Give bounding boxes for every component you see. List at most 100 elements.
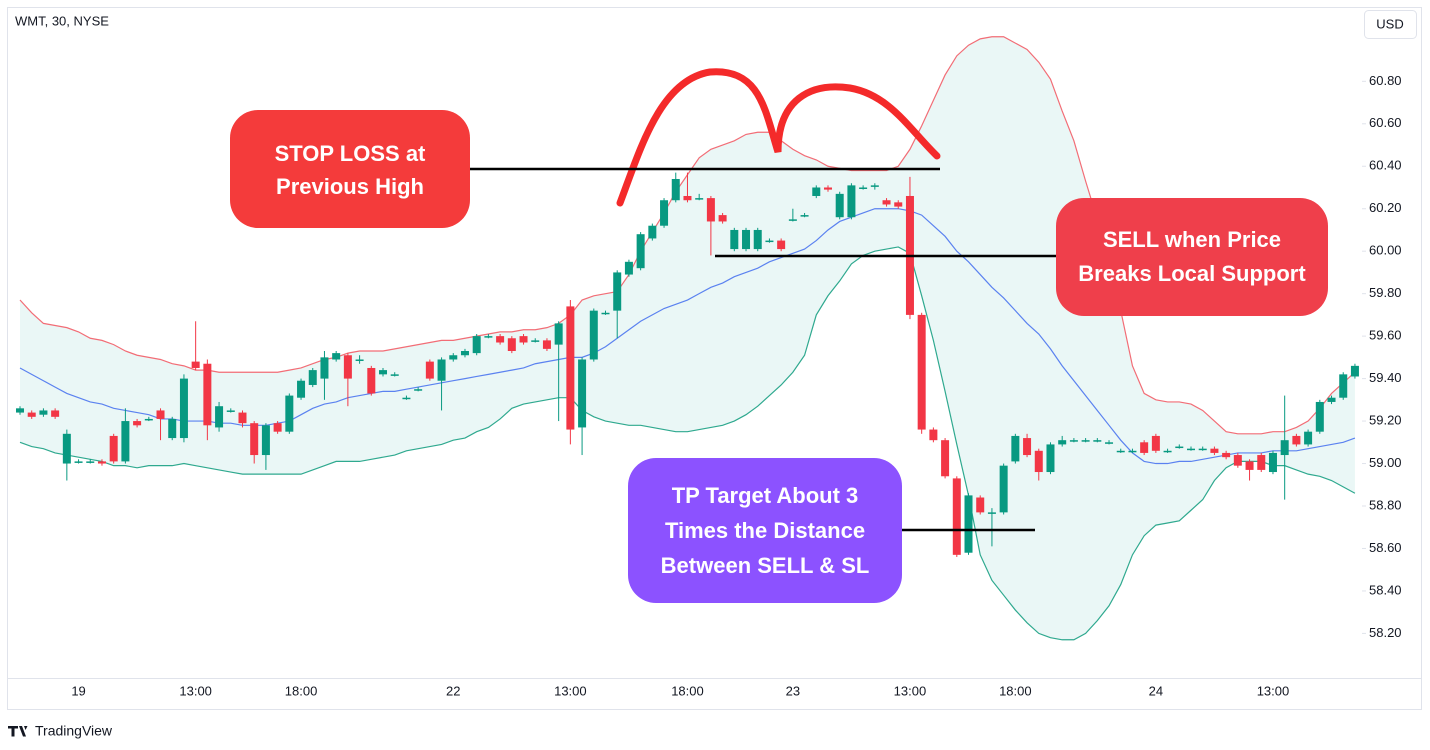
candle-body <box>542 340 551 349</box>
lower-band-line <box>19 246 1356 641</box>
candle-body <box>695 198 704 200</box>
candle-body <box>730 229 739 250</box>
annotation-text: STOP LOSS at <box>275 141 426 166</box>
y-tick-label: 59.80 <box>1369 285 1402 300</box>
candle-body <box>660 200 669 226</box>
candle-body <box>1245 461 1254 470</box>
candle-body <box>964 495 973 553</box>
candle-body <box>460 350 469 356</box>
candle-body <box>882 200 891 205</box>
candle-body <box>1222 452 1231 458</box>
candle-body <box>835 193 844 218</box>
y-tick-label: 58.20 <box>1369 625 1402 640</box>
candle-body <box>1257 455 1266 470</box>
annotation-text: SELL when Price <box>1103 227 1281 252</box>
annotation-text: TP Target About 3 <box>672 483 859 508</box>
candle-body <box>308 370 317 385</box>
currency-button[interactable] <box>1364 10 1417 39</box>
candle-body <box>1046 444 1055 473</box>
candle-body <box>812 187 821 196</box>
candle-body <box>215 406 224 428</box>
candle-body <box>62 433 71 464</box>
x-tick-label: 13:00 <box>1257 683 1290 698</box>
currency-label[interactable]: USD <box>1376 16 1403 31</box>
candle-body <box>86 461 95 463</box>
candle-body <box>437 359 446 381</box>
candle-body <box>1315 401 1324 432</box>
candle-body <box>297 380 306 398</box>
candle-body <box>624 261 633 275</box>
candle-body <box>777 240 786 250</box>
candle-body <box>1339 374 1348 398</box>
candle-body <box>870 185 879 187</box>
x-tick-label: 13:00 <box>554 683 587 698</box>
candle-body <box>1210 448 1219 453</box>
candle-body <box>27 412 36 417</box>
candle-body <box>203 363 212 426</box>
candle-body <box>449 355 458 360</box>
candle-body <box>941 440 950 477</box>
candle-body <box>742 229 751 250</box>
candle-body <box>332 353 341 360</box>
candle-body <box>16 408 24 413</box>
candle-body <box>648 225 657 239</box>
candle-body <box>226 410 235 412</box>
candle-body <box>191 361 200 368</box>
candle-body <box>179 378 188 439</box>
y-tick-label: 59.00 <box>1369 455 1402 470</box>
x-tick-label: 23 <box>786 683 800 698</box>
candle-body <box>1011 435 1020 462</box>
candle-body <box>97 461 106 464</box>
candle-body <box>823 187 832 190</box>
candle-body <box>952 478 961 555</box>
candle-body <box>379 370 388 375</box>
band-fill <box>20 36 1355 640</box>
candle-body <box>531 340 540 342</box>
candle-body <box>507 338 516 351</box>
candle-body <box>601 312 610 315</box>
candle-body <box>39 410 48 415</box>
y-tick-label: 58.60 <box>1369 540 1402 555</box>
candle-body <box>1175 446 1184 449</box>
annotation-text: Times the Distance <box>665 518 865 543</box>
candle-body <box>496 336 505 343</box>
x-tick-label: 18:00 <box>999 683 1032 698</box>
y-tick-label: 60.80 <box>1369 73 1402 88</box>
annotation-box <box>628 458 902 603</box>
candle-body <box>144 418 153 421</box>
candle-body <box>1187 448 1195 451</box>
candle-body <box>578 359 587 428</box>
candle-body <box>1327 397 1336 402</box>
candle-body <box>683 195 692 201</box>
x-tick-label: 19 <box>71 683 85 698</box>
candle-body <box>519 336 528 343</box>
candle-body <box>1081 440 1090 442</box>
candle-body <box>484 336 493 338</box>
x-tick-label: 22 <box>446 683 460 698</box>
candle-body <box>238 412 247 424</box>
candle-body <box>788 219 797 221</box>
candle-body <box>1116 450 1125 453</box>
candle-body <box>1034 450 1043 473</box>
annotation-text: Between SELL & SL <box>661 553 870 578</box>
candle-body <box>1069 440 1078 442</box>
y-tick-label: 58.80 <box>1369 497 1402 512</box>
candle-body <box>402 397 411 400</box>
x-tick-label: 18:00 <box>671 683 704 698</box>
candle-body <box>1304 431 1313 445</box>
y-tick-label: 59.20 <box>1369 413 1402 428</box>
candle-body <box>1233 455 1242 466</box>
candle-body <box>320 357 329 379</box>
candle-body <box>753 229 762 250</box>
candle-body <box>367 367 376 394</box>
y-tick-label: 60.40 <box>1369 158 1402 173</box>
candle-body <box>1350 365 1359 377</box>
candle-body <box>800 215 809 217</box>
x-tick-label: 13:00 <box>179 683 212 698</box>
x-tick-label: 18:00 <box>285 683 318 698</box>
candle-body <box>133 421 142 426</box>
candle-body <box>1292 435 1301 445</box>
drawings: STOP LOSS at Previous High SELL when Price… <box>230 68 1328 603</box>
candle-body <box>917 314 926 430</box>
candle-body <box>168 418 177 439</box>
